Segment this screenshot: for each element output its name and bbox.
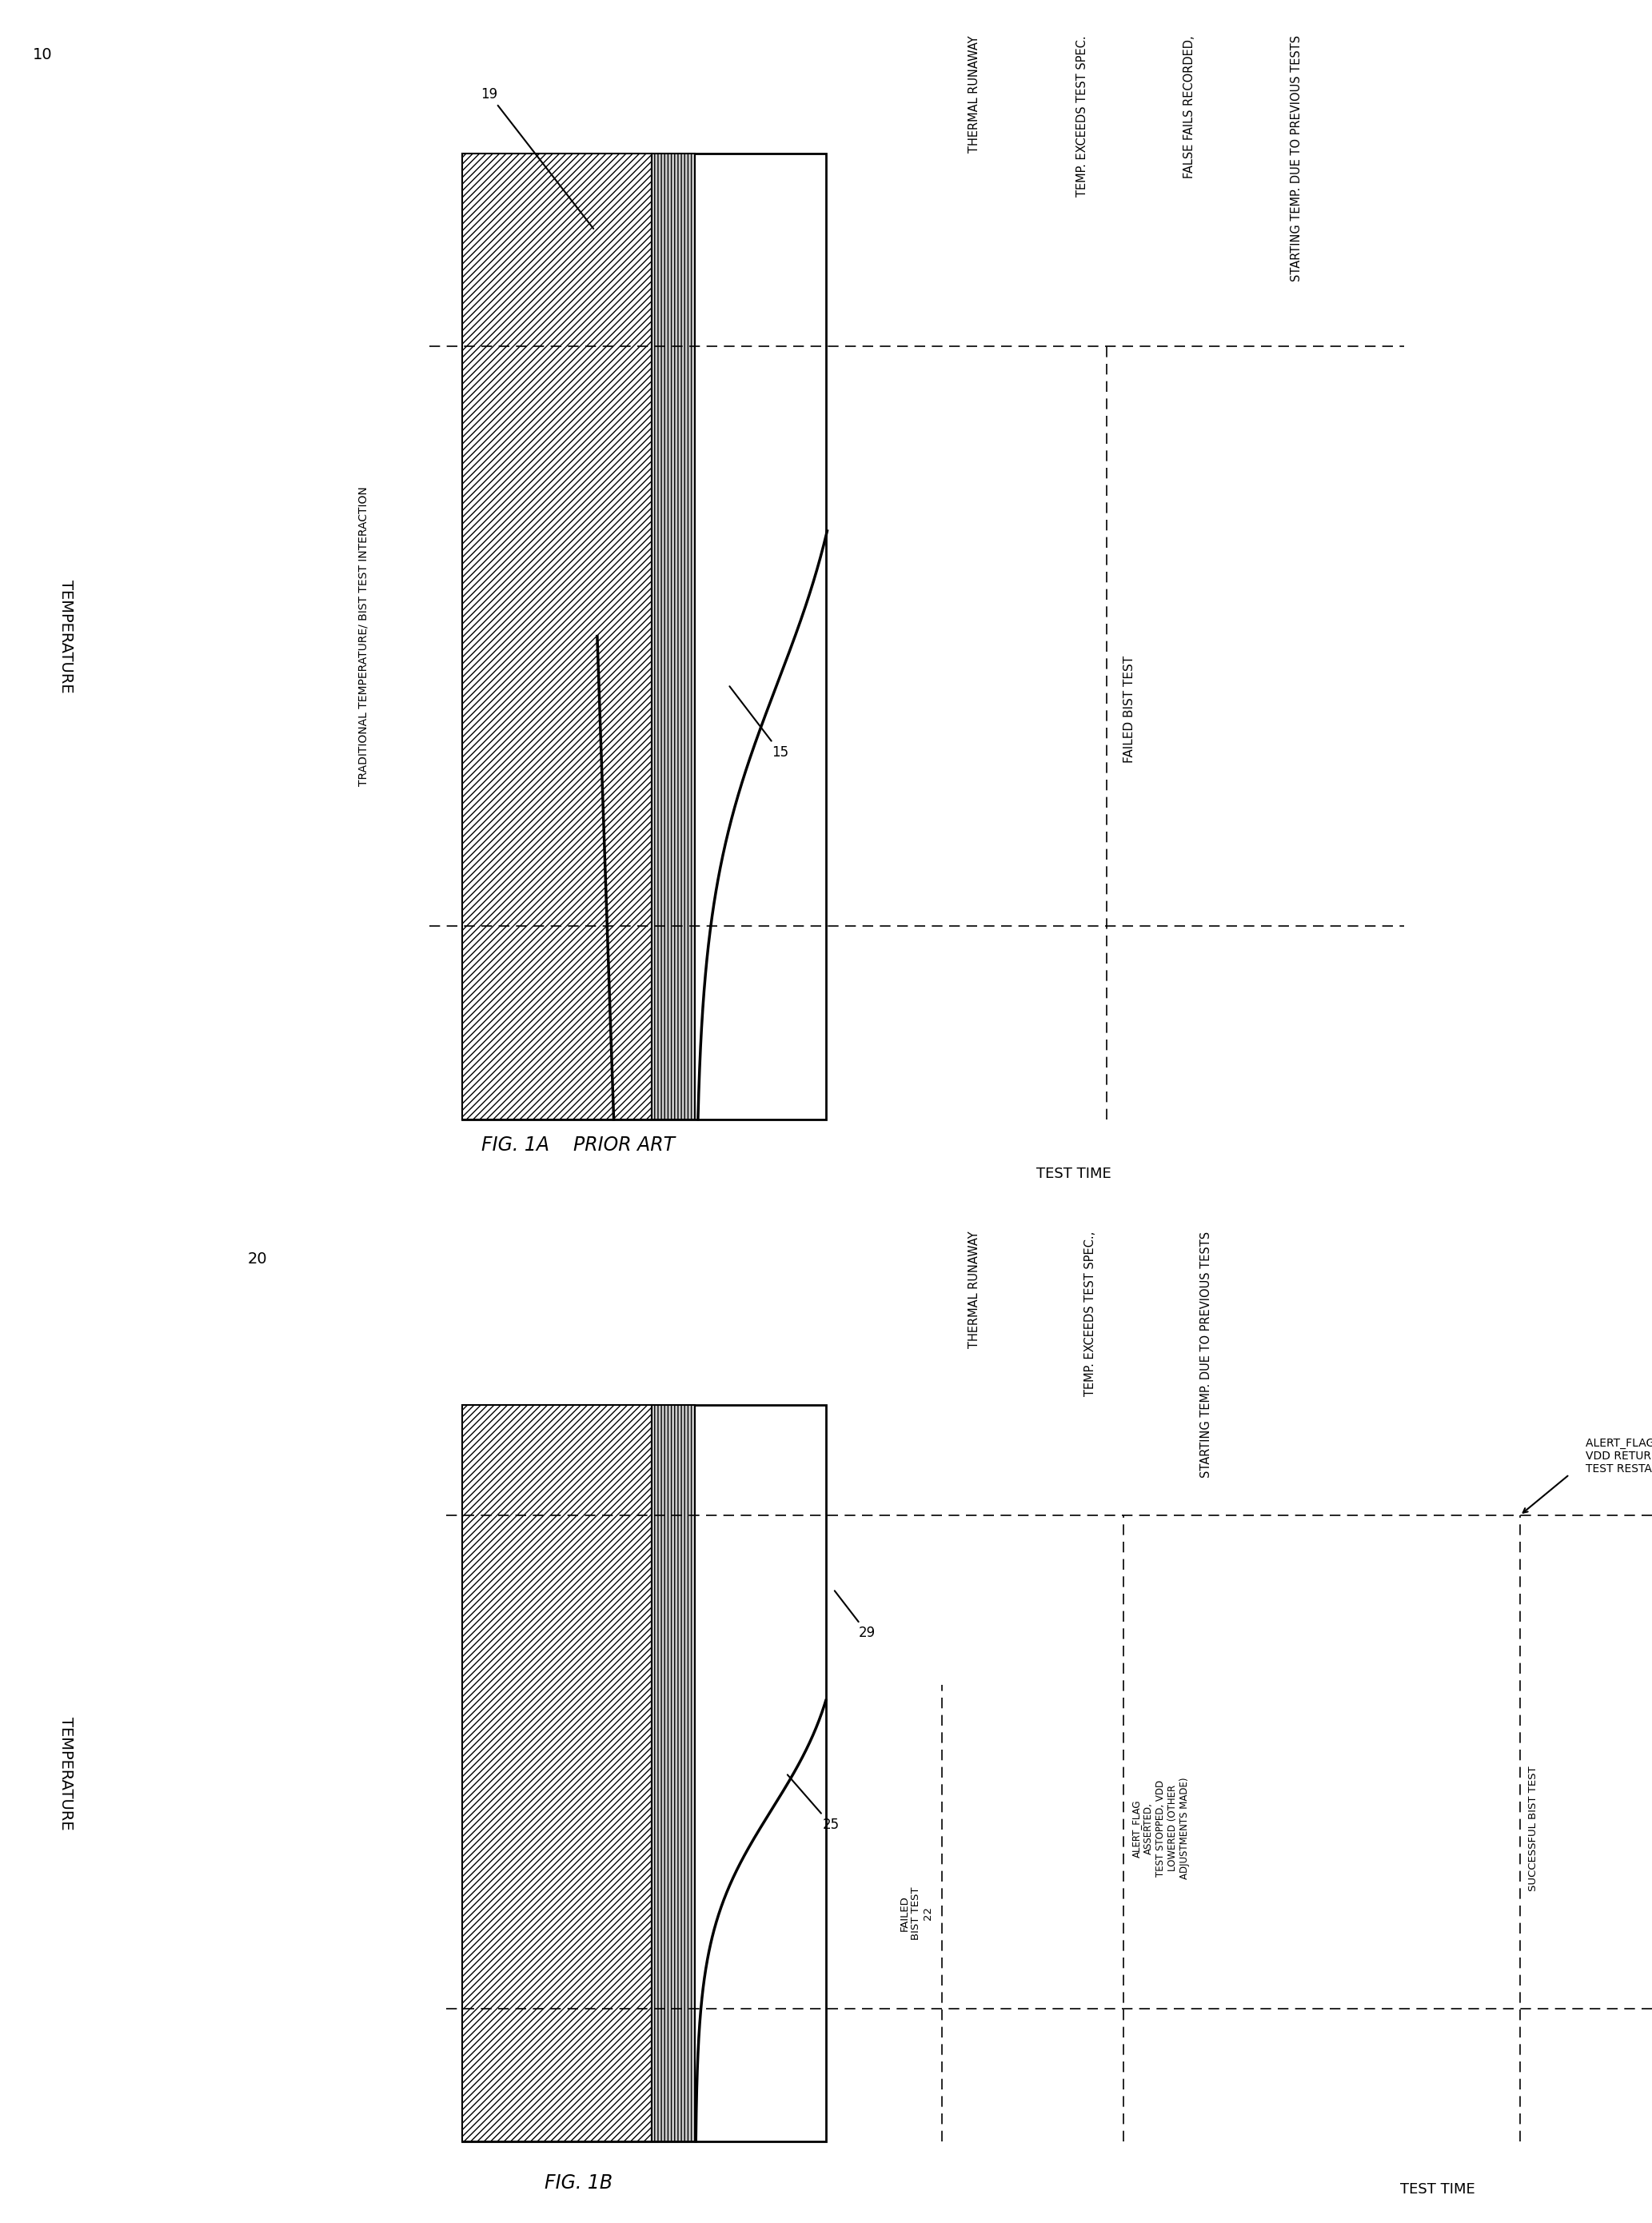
Text: FAILED BIST TEST: FAILED BIST TEST <box>1123 656 1135 762</box>
Bar <box>463 1405 651 2141</box>
Bar <box>463 1405 826 2141</box>
Text: TEST TIME: TEST TIME <box>1399 2183 1475 2196</box>
Text: THERMAL RUNAWAY: THERMAL RUNAWAY <box>968 36 981 153</box>
Text: 10: 10 <box>33 47 53 62</box>
Text: 19: 19 <box>481 87 593 229</box>
Text: ALERT_FLAG
ASSERTED,
TEST STOPPED, VDD
LOWERED (OTHER
ADJUSTMENTS MADE): ALERT_FLAG ASSERTED, TEST STOPPED, VDD L… <box>1132 1778 1189 1878</box>
Text: TEMPERATURE: TEMPERATURE <box>58 1716 74 1830</box>
Text: 15: 15 <box>730 687 788 760</box>
Text: 25: 25 <box>788 1774 839 1832</box>
Text: TEMP. EXCEEDS TEST SPEC.,: TEMP. EXCEEDS TEST SPEC., <box>1084 1232 1097 1396</box>
Text: TEMPERATURE: TEMPERATURE <box>58 580 74 694</box>
Bar <box>651 1405 695 2141</box>
Text: TEMP. EXCEEDS TEST SPEC.: TEMP. EXCEEDS TEST SPEC. <box>1075 36 1089 196</box>
Bar <box>651 153 695 1120</box>
Text: ALERT_FLAG DE-ASSERTED,
VDD RETURNED,
TEST RESTARTED: ALERT_FLAG DE-ASSERTED, VDD RETURNED, TE… <box>1586 1438 1652 1474</box>
Text: FIG. 1A    PRIOR ART: FIG. 1A PRIOR ART <box>481 1136 676 1154</box>
Text: TRADITIONAL TEMPERATURE/ BIST TEST INTERACTION: TRADITIONAL TEMPERATURE/ BIST TEST INTER… <box>358 487 368 787</box>
Text: STARTING TEMP. DUE TO PREVIOUS TESTS: STARTING TEMP. DUE TO PREVIOUS TESTS <box>1290 36 1303 282</box>
Text: THERMAL RUNAWAY: THERMAL RUNAWAY <box>968 1232 981 1349</box>
Text: FIG. 1B: FIG. 1B <box>544 2174 613 2192</box>
Text: 29: 29 <box>834 1592 876 1641</box>
Text: 20: 20 <box>248 1252 268 1267</box>
Text: SUCCESSFUL BIST TEST: SUCCESSFUL BIST TEST <box>1528 1765 1538 1892</box>
Text: STARTING TEMP. DUE TO PREVIOUS TESTS: STARTING TEMP. DUE TO PREVIOUS TESTS <box>1199 1232 1213 1478</box>
Text: FALSE FAILS RECORDED,: FALSE FAILS RECORDED, <box>1183 36 1196 178</box>
Bar <box>463 153 651 1120</box>
Text: FAILED
BIST TEST
22: FAILED BIST TEST 22 <box>899 1887 933 1938</box>
Bar <box>463 153 826 1120</box>
Text: TEST TIME: TEST TIME <box>1036 1167 1112 1180</box>
